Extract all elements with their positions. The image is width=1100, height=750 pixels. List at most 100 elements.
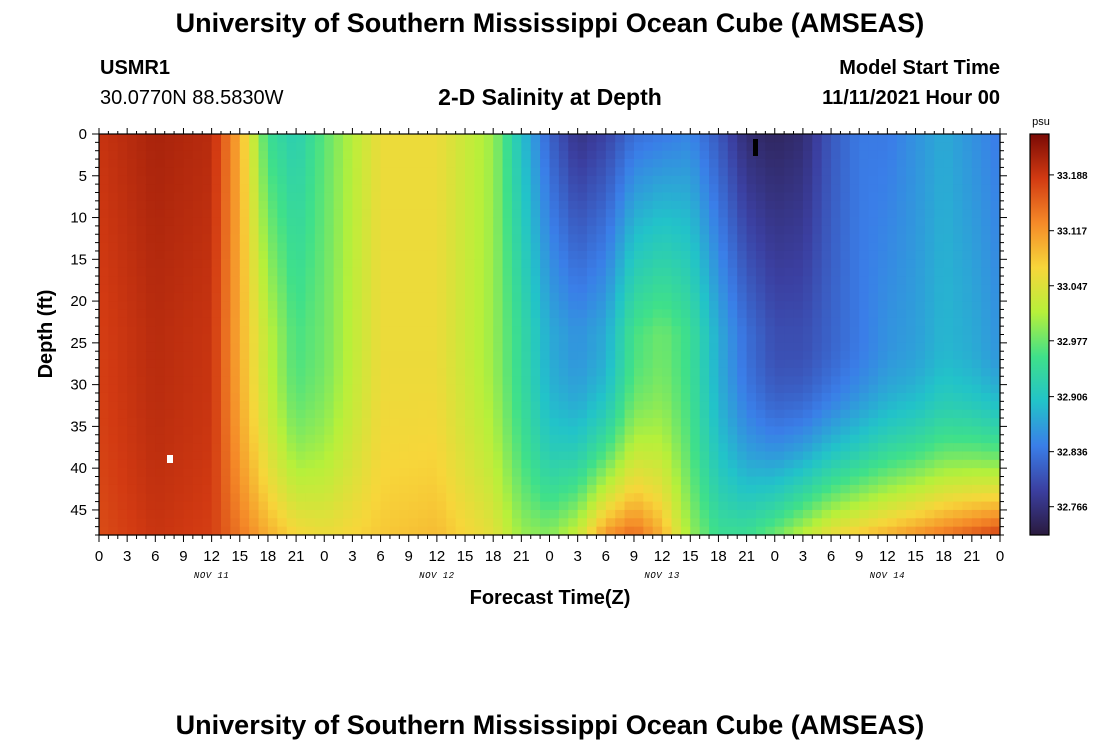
heatmap-cell	[849, 192, 860, 202]
heatmap-cell	[934, 468, 945, 478]
heatmap-cell	[333, 276, 344, 285]
heatmap-cell	[230, 392, 241, 402]
heatmap-cell	[821, 367, 832, 377]
heatmap-cell	[615, 468, 626, 478]
heatmap-cell	[680, 192, 691, 202]
heatmap-cell	[652, 392, 663, 402]
heatmap-cell	[633, 392, 644, 402]
heatmap-cell	[145, 225, 156, 235]
heatmap-cell	[671, 326, 682, 336]
heatmap-cell	[465, 159, 476, 169]
heatmap-cell	[258, 418, 269, 427]
heatmap-cell	[915, 367, 926, 377]
heatmap-cell	[821, 150, 832, 160]
heatmap-cell	[314, 501, 325, 511]
heatmap-cell	[343, 342, 354, 352]
heatmap-cell	[990, 509, 1001, 519]
x-tick-label: 12	[429, 548, 446, 565]
heatmap-cell	[221, 209, 231, 219]
heatmap-cell	[877, 434, 888, 444]
heatmap-cell	[924, 217, 935, 227]
heatmap-cell	[699, 468, 710, 478]
heatmap-cell	[831, 443, 842, 453]
heatmap-cell	[690, 443, 701, 453]
heatmap-cell	[427, 150, 438, 160]
heatmap-cell	[305, 267, 316, 277]
heatmap-cell	[117, 167, 128, 177]
heatmap-cell	[530, 392, 541, 402]
heatmap-cell	[821, 267, 832, 277]
heatmap-cell	[774, 250, 785, 260]
heatmap-cell	[99, 392, 109, 402]
heatmap-cell	[493, 526, 504, 536]
heatmap-cell	[840, 484, 851, 494]
heatmap-cell	[990, 150, 1001, 160]
heatmap-cell	[277, 493, 288, 503]
heatmap-cell	[915, 142, 926, 152]
heatmap-cell	[568, 309, 579, 319]
heatmap-cell	[934, 493, 945, 503]
heatmap-cell	[840, 409, 851, 419]
heatmap-cell	[211, 225, 222, 235]
heatmap-cell	[474, 250, 485, 260]
heatmap-cell	[371, 326, 382, 336]
heatmap-cell	[343, 526, 354, 536]
heatmap-cell	[755, 359, 766, 369]
x-tick-label: 21	[738, 548, 755, 565]
x-tick-label: 0	[545, 548, 553, 565]
heatmap-cell	[540, 301, 551, 311]
heatmap-cell	[305, 384, 316, 394]
heatmap-cell	[680, 459, 691, 469]
heatmap-cell	[624, 284, 635, 294]
heatmap-cell	[343, 451, 354, 461]
heatmap-cell	[427, 418, 438, 427]
heatmap-cell	[267, 292, 278, 302]
heatmap-cell	[371, 250, 382, 260]
heatmap-cell	[849, 484, 860, 494]
heatmap-cell	[934, 518, 945, 528]
heatmap-cell	[849, 376, 860, 386]
heatmap-cell	[934, 451, 945, 461]
heatmap-cell	[699, 342, 710, 352]
heatmap-cell	[624, 192, 635, 202]
heatmap-cell	[821, 351, 832, 361]
heatmap-cell	[943, 142, 954, 152]
heatmap-cell	[662, 493, 673, 503]
heatmap-cell	[896, 434, 907, 444]
heatmap-cell	[568, 526, 579, 536]
heatmap-cell	[699, 518, 710, 528]
heatmap-cell	[558, 150, 569, 160]
heatmap-cell	[849, 342, 860, 352]
heatmap-cell	[352, 309, 363, 319]
heatmap-cell	[802, 476, 813, 486]
heatmap-cell	[699, 225, 710, 235]
heatmap-cell	[774, 426, 785, 436]
heatmap-cell	[558, 426, 569, 436]
heatmap-cell	[408, 518, 419, 528]
heatmap-cell	[174, 301, 185, 311]
heatmap-cell	[352, 518, 363, 528]
heatmap-cell	[821, 326, 832, 336]
heatmap-cell	[333, 342, 344, 352]
heatmap-cell	[183, 259, 194, 269]
missing-data-marker	[167, 455, 173, 463]
heatmap-cell	[352, 209, 363, 219]
heatmap-cell	[361, 376, 372, 386]
heatmap-cell	[859, 401, 870, 411]
heatmap-cell	[136, 476, 147, 486]
heatmap-cell	[671, 200, 682, 210]
heatmap-cell	[943, 376, 954, 386]
heatmap-cell	[389, 217, 400, 227]
heatmap-cell	[615, 443, 626, 453]
heatmap-cell	[934, 326, 945, 336]
heatmap-cell	[699, 367, 710, 377]
heatmap-cell	[230, 142, 241, 152]
heatmap-cell	[540, 209, 551, 219]
heatmap-cell	[633, 493, 644, 503]
heatmap-cell	[831, 418, 842, 427]
heatmap-cell	[493, 301, 504, 311]
heatmap-cell	[286, 284, 297, 294]
heatmap-cell	[117, 184, 128, 194]
heatmap-cell	[108, 267, 119, 277]
